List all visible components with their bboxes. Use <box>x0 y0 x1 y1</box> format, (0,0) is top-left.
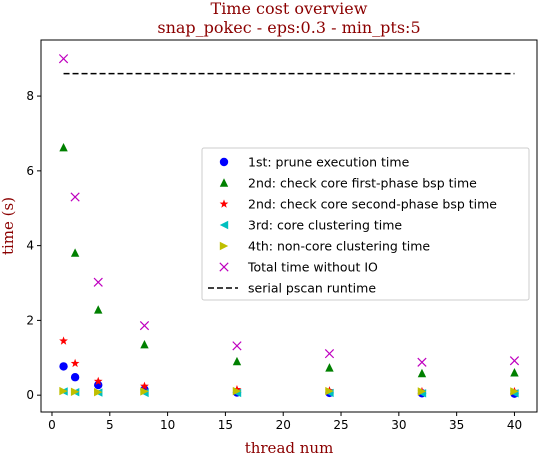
y-tick-label: 6 <box>26 164 34 178</box>
data-point <box>325 386 334 396</box>
data-point <box>325 363 334 372</box>
data-point <box>140 381 149 390</box>
series-1 <box>59 142 519 378</box>
legend-entry: 2nd: check core first-phase bsp time <box>248 176 477 191</box>
data-point <box>232 386 242 396</box>
data-point <box>93 277 103 287</box>
legend-entry: 3rd: core clustering time <box>248 218 402 233</box>
data-point <box>94 305 103 314</box>
y-tick-label: 2 <box>26 313 34 327</box>
legend-marker <box>219 220 229 230</box>
data-point <box>70 358 80 368</box>
legend-entry: 1st: prune execution time <box>248 155 410 170</box>
legend-marker <box>219 241 229 251</box>
data-point <box>59 142 68 152</box>
x-tick-label: 35 <box>449 418 464 432</box>
data-point <box>70 192 80 202</box>
data-point <box>510 387 519 396</box>
x-tick-label: 15 <box>218 418 233 432</box>
data-point <box>140 340 149 349</box>
data-point <box>140 387 149 396</box>
series-2 <box>59 336 519 396</box>
x-tick-label: 25 <box>333 418 348 432</box>
series-5 <box>58 54 520 367</box>
plot-frame <box>40 39 538 413</box>
legend-entry: serial pscan runtime <box>248 281 376 296</box>
x-tick-label: 40 <box>507 418 522 432</box>
data-point <box>417 387 427 396</box>
legend-entry: 4th: non-core clustering time <box>248 239 430 254</box>
legend: 1st: prune execution time 2nd: check core… <box>201 147 530 301</box>
data-point <box>232 341 242 351</box>
legend-marker <box>219 157 229 167</box>
data-point <box>417 368 427 378</box>
data-point <box>70 373 80 382</box>
data-point <box>59 386 68 396</box>
chart-title: Time cost overview <box>211 0 368 18</box>
y-tick-label: 8 <box>26 89 34 103</box>
x-tick-label: 20 <box>276 418 291 432</box>
legend-entry: Total time without IO <box>247 260 378 275</box>
data-point <box>70 248 80 257</box>
data-point <box>509 356 520 366</box>
x-tick-label: 10 <box>160 418 175 432</box>
series-4 <box>59 386 519 397</box>
legend-frame <box>201 147 530 301</box>
data-point <box>70 387 80 397</box>
data-point <box>417 357 427 367</box>
series-3 <box>59 387 519 398</box>
legend-marker <box>219 199 229 208</box>
y-tick-label: 4 <box>26 239 34 253</box>
data-point <box>232 356 242 366</box>
data-point <box>94 387 103 397</box>
legend-entry: 2nd: check core second-phase bsp time <box>248 197 497 212</box>
data-point <box>93 376 103 386</box>
legend-marker <box>219 262 229 272</box>
data-point <box>59 362 68 371</box>
data-point <box>58 54 69 64</box>
x-axis-label: thread num <box>245 439 334 456</box>
y-tick-label: 0 <box>26 388 34 402</box>
chart-subtitle: snap_pokec - eps:0.3 - min_pts:5 <box>157 18 420 37</box>
series-0 <box>59 362 519 398</box>
x-tick-label: 5 <box>106 418 114 432</box>
legend-marker <box>219 178 229 187</box>
data-point <box>59 336 68 345</box>
data-point <box>139 321 150 331</box>
y-axis-label: time (s) <box>0 197 17 255</box>
data-point <box>324 349 335 359</box>
x-tick-label: 0 <box>48 418 56 432</box>
data-point <box>510 368 519 377</box>
x-tick-label: 30 <box>391 418 406 432</box>
